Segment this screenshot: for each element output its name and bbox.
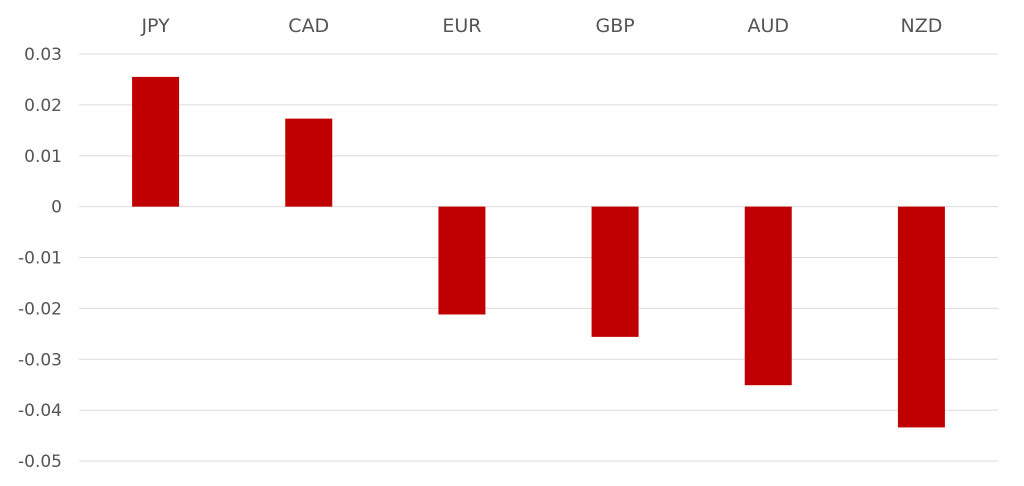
- category-label-eur: EUR: [442, 15, 481, 37]
- category-label-gbp: GBP: [595, 15, 634, 37]
- y-tick-label: -0.04: [18, 401, 62, 421]
- bar-aud: [744, 206, 792, 386]
- category-label-jpy: JPY: [140, 15, 170, 37]
- y-tick-label: 0.01: [24, 147, 62, 167]
- category-label-aud: AUD: [747, 15, 789, 37]
- bar-jpy: [132, 76, 180, 207]
- bar-eur: [438, 206, 486, 315]
- category-labels: JPY CAD EUR GBP AUD NZD: [140, 15, 942, 37]
- y-tick-label: -0.03: [18, 350, 62, 370]
- y-tick-label: 0.02: [24, 96, 62, 116]
- y-tick-label: -0.01: [18, 249, 62, 269]
- bar-cad: [285, 118, 333, 207]
- y-tick-label: -0.05: [18, 452, 62, 472]
- y-tick-label: -0.02: [18, 299, 62, 319]
- y-tick-label: 0: [51, 198, 62, 218]
- bars: [132, 76, 945, 428]
- y-tick-label: 0.03: [24, 45, 62, 65]
- gridlines: [79, 53, 998, 462]
- category-label-nzd: NZD: [900, 15, 942, 37]
- category-label-cad: CAD: [288, 15, 329, 37]
- y-axis-tick-labels: 0.03 0.02 0.01 0 -0.01 -0.02 -0.03 -0.04 -0.05: [18, 45, 62, 472]
- bar-gbp: [591, 206, 639, 337]
- bar-nzd: [897, 206, 945, 428]
